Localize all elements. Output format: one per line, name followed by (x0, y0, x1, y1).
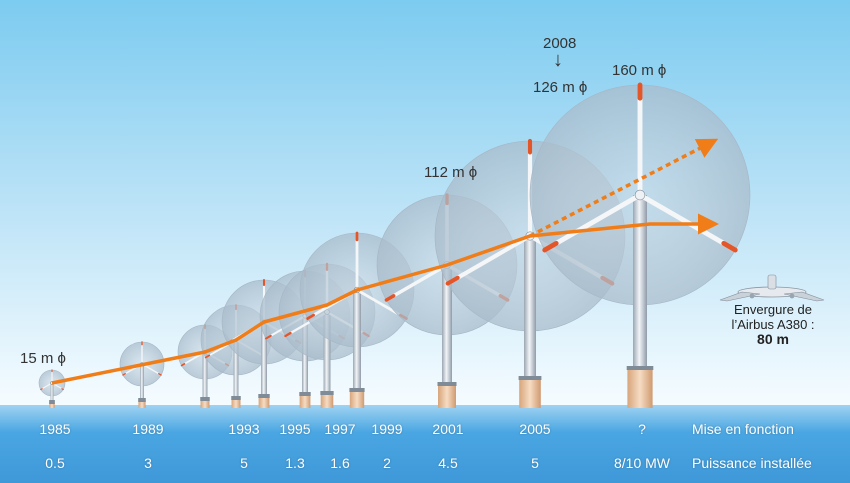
sea-band (0, 405, 850, 483)
down-arrow-icon: ↓ (553, 49, 563, 71)
airbus-caption-line2: l’Airbus A380 : (731, 317, 815, 332)
year-label: 2001 (432, 421, 464, 437)
foundation-ring (299, 392, 311, 396)
foundation (231, 398, 241, 408)
turbine (38, 369, 66, 408)
airbus-span-value: 80 m (757, 331, 789, 347)
blade-tip (445, 275, 460, 286)
tower (140, 364, 144, 400)
year-label: 2005 (519, 421, 551, 437)
foundation (627, 368, 653, 408)
tower (233, 340, 239, 398)
blade (40, 382, 53, 391)
foundation (320, 393, 334, 408)
year-label: ? (638, 421, 646, 437)
year-label: 1995 (279, 421, 311, 437)
tower (50, 383, 54, 402)
foundation (519, 378, 541, 408)
airbus-caption: Envergure de l’Airbus A380 : 80 m (728, 302, 818, 347)
blade-tip (180, 363, 186, 367)
foundation-ring (200, 397, 210, 401)
blade-tip (264, 334, 272, 340)
actual-trend-line (51, 213, 719, 385)
foundation-ring (320, 391, 334, 395)
blade-tip (721, 240, 738, 253)
foundation (200, 399, 210, 408)
blade-tip (384, 294, 396, 302)
blade-tip (61, 388, 64, 391)
power-label: 3 (144, 455, 152, 471)
blade (542, 192, 643, 253)
airbus-caption-line1: Envergure de (733, 302, 813, 317)
power-label: 5 (240, 455, 248, 471)
blade-tip (158, 372, 162, 376)
foundation (438, 384, 456, 408)
tower (302, 316, 308, 394)
foundation (138, 400, 146, 408)
power-label: 8/10 MW (613, 455, 671, 471)
year-label: 1999 (371, 421, 403, 437)
turbine (529, 82, 751, 408)
diameter-label-2001: 112 m ϕ (424, 164, 478, 181)
year-label: 1985 (39, 421, 71, 437)
foundation-ring (518, 376, 542, 380)
foundation (258, 396, 270, 408)
foundation-ring (626, 366, 654, 370)
tower (633, 195, 647, 368)
projected-trend-line (529, 138, 719, 238)
power-label: 5 (531, 455, 539, 471)
blade-tip (306, 313, 315, 320)
foundation (299, 394, 311, 408)
foundation-ring (231, 396, 241, 400)
power-label: 1.3 (285, 455, 305, 471)
foundation (49, 402, 55, 408)
year-label: 1997 (324, 421, 356, 437)
tower (323, 312, 331, 393)
foundation-ring (258, 394, 270, 398)
airbus-a380-icon (719, 274, 825, 302)
tower (442, 265, 452, 384)
tower (261, 322, 267, 396)
turbine (119, 341, 165, 408)
tower (524, 236, 536, 378)
foundation-ring (437, 382, 457, 386)
power-label: 4.5 (438, 455, 458, 471)
power-label: 0.5 (45, 455, 65, 471)
blade-tip (40, 388, 43, 391)
year-label: 1993 (228, 421, 260, 437)
foundation (349, 390, 365, 408)
power-label: 2 (383, 455, 391, 471)
tower (202, 352, 208, 399)
blade-tip (204, 354, 211, 359)
diameter-label-first: 15 m ϕ (20, 350, 66, 367)
foundation-ring (138, 398, 146, 402)
tower (353, 290, 361, 390)
blade-tip (542, 240, 559, 253)
foundation-ring (49, 400, 55, 404)
hub (634, 189, 646, 201)
blade (384, 263, 449, 302)
power-label: 1.6 (330, 455, 350, 471)
row-label-commissioning: Mise en fonction (692, 421, 794, 437)
foundation-ring (349, 388, 365, 392)
blade (445, 233, 533, 286)
diameter-label-current: 160 m ϕ (612, 62, 667, 79)
blade-tip (284, 331, 292, 338)
blade-tip (122, 372, 126, 376)
diameter-label-2008: 126 m ϕ (533, 79, 588, 96)
row-label-installed-power: Puissance installée (692, 455, 812, 471)
year-label: 1989 (132, 421, 164, 437)
year-label-2008: 2008 (543, 35, 577, 52)
